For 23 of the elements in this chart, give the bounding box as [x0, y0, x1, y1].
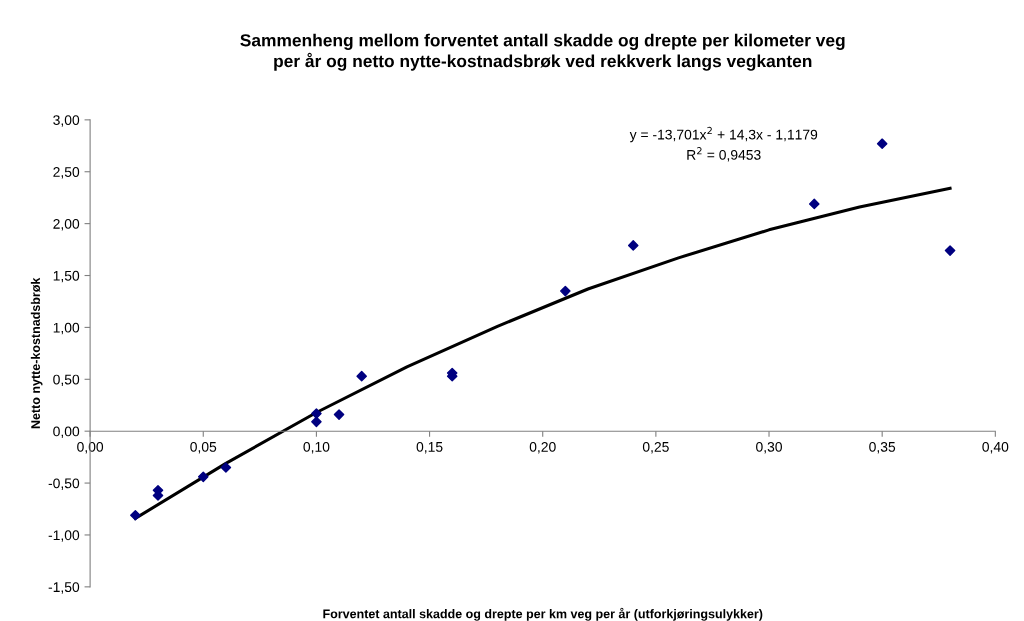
y-tick-label: 1,50: [53, 270, 80, 283]
y-tick-label: -0,50: [48, 478, 80, 490]
y-tick-label: -1,00: [48, 530, 80, 542]
text: y = -13,701x$^{2}$ + 14,3x - 1,1179 R$^{2}$ = 0,9453: [629, 126, 818, 162]
x-tick-label: 0,20: [529, 441, 556, 454]
y-axis-title: Netto nytte-kostnadsbrøk: [30, 277, 43, 429]
chart-title: Sammenheng mellom forventet antall skadde og drepte per kilometer veg per år og netto nytte-kostnadsbrøk ved rekkverk langs vegkanten: [240, 33, 845, 71]
x-tick-label: 0,30: [756, 441, 782, 454]
x-tick-label: 0,10: [303, 441, 330, 454]
x-tick-label: 0,40: [982, 441, 1009, 454]
x-tick-label: 0,05: [190, 441, 217, 454]
x-tick-label: 0,15: [416, 441, 443, 454]
y-tick-label: 1,00: [53, 322, 80, 335]
x-axis-title: Forventet antall skadde og drepte per km veg per år (utforkjøringsulykker): [323, 607, 763, 621]
y-tick-label: 0,00: [53, 426, 80, 438]
y-tick-label: 0,50: [53, 374, 80, 387]
x-tick-label: 0,25: [642, 441, 669, 454]
x-tick-label: 0,35: [869, 441, 896, 454]
x-tick-label: 0,00: [77, 441, 104, 454]
y-tick-label: 2,50: [53, 167, 80, 179]
y-tick-label: 3,00: [53, 115, 80, 127]
y-tick-label: -1,50: [48, 582, 80, 594]
y-tick-label: 2,00: [53, 218, 80, 231]
